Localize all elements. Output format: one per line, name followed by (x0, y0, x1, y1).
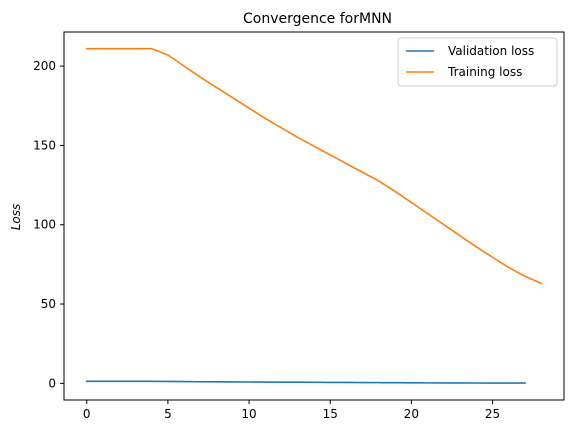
y-tick-label: 0 (48, 376, 56, 390)
y-axis-label: Loss (9, 204, 23, 231)
series-line-validation-loss (85, 380, 526, 384)
x-tick-label: 10 (241, 407, 256, 421)
y-tick-label: 50 (41, 297, 56, 311)
y-axis: 0 50 100 150 200 (33, 59, 64, 390)
legend-entry: Validation loss (448, 44, 534, 58)
x-tick-label: 5 (164, 407, 172, 421)
x-tick-label: 25 (485, 407, 500, 421)
x-tick-label: 0 (83, 407, 91, 421)
plot-frame (63, 31, 565, 401)
series-line-training-loss (85, 47, 543, 285)
y-tick-label: 200 (33, 59, 56, 73)
legend-box (397, 37, 558, 87)
y-tick-label: 100 (33, 218, 56, 232)
chart-title: Convergence forMNN (243, 11, 392, 27)
legend: Validation loss Training loss (397, 37, 558, 87)
x-axis: 0 5 10 15 20 25 (83, 400, 500, 421)
legend-entry: Training loss (447, 65, 522, 79)
y-tick-label: 150 (33, 138, 56, 152)
x-tick-label: 20 (404, 407, 419, 421)
series-layer (85, 47, 543, 384)
x-tick-label: 15 (323, 407, 338, 421)
